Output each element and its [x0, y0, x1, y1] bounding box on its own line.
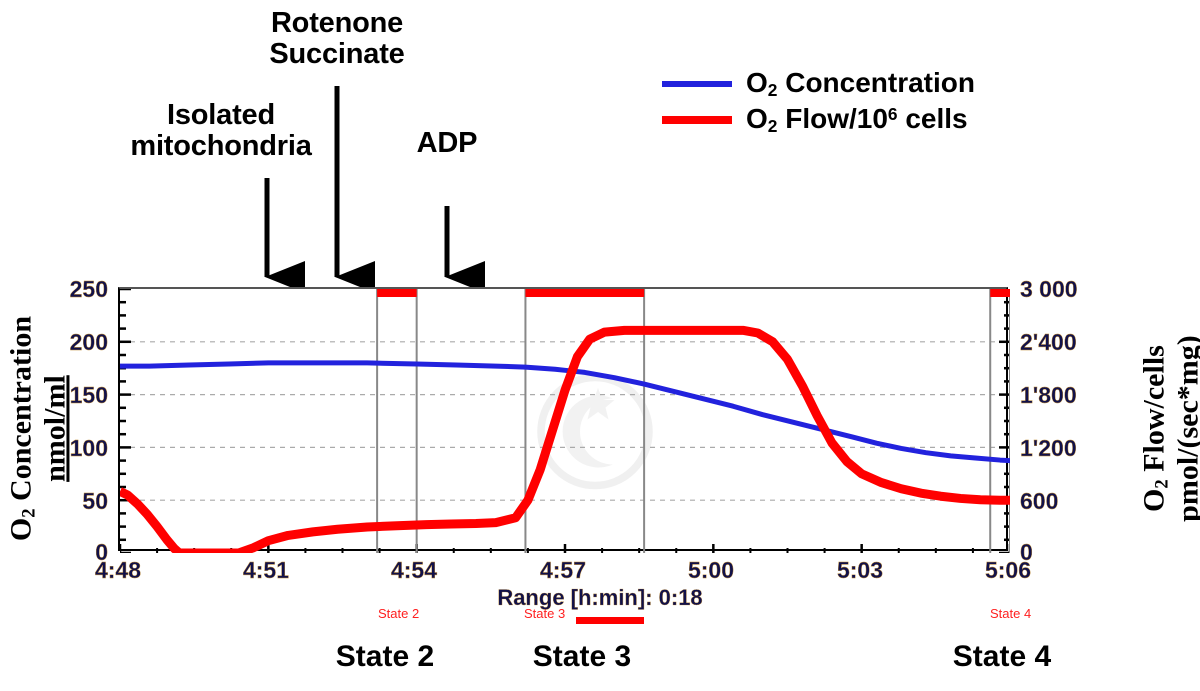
legend-label-o2-flow: O2 Flow/106 cells	[746, 102, 968, 136]
ytick-right-3000: 3 000	[1020, 276, 1078, 302]
annotation-rotenone-succinate: Rotenone Succinate	[269, 7, 405, 71]
legend: O2 Concentration O2 Flow/106 cells	[662, 66, 975, 138]
ytick-left-0: 0	[95, 539, 108, 565]
y-axis-title-right: O2 Flow/cells pmol/(sec*mg)	[1137, 335, 1200, 522]
xtick-4-54: 4:54	[390, 557, 438, 583]
mini-state-label-4: State 4	[990, 606, 1032, 621]
ytick-right-0: 0	[1020, 539, 1033, 565]
legend-item-o2-flow: O2 Flow/106 cells	[662, 102, 975, 138]
ytick-right-2400: 2'400	[1020, 329, 1077, 355]
state-label-4: State 4	[952, 640, 1052, 673]
annotation-adp: ADP	[416, 127, 478, 159]
plot-svg	[120, 289, 1010, 553]
xtick-5-06: 5:06	[984, 557, 1032, 583]
mini-state-label-3: State 3	[524, 606, 566, 621]
ytick-left-100: 100	[69, 435, 108, 461]
annotation-isolated-mitochondria: Isolated mitochondria	[130, 99, 312, 163]
state-region-marker	[377, 289, 417, 297]
legend-label-o2-concentration: O2 Concentration	[746, 66, 975, 100]
legend-item-o2-concentration: O2 Concentration	[662, 66, 975, 102]
plot-area	[118, 287, 1010, 553]
state-label-3: State 3	[532, 640, 632, 673]
ytick-right-600: 600	[1020, 488, 1059, 514]
x-axis-range-label: Range [h:min]: 0:18	[497, 585, 703, 610]
ytick-right-1800: 1'800	[1020, 382, 1077, 408]
ytick-left-150: 150	[69, 382, 108, 408]
ytick-left-50: 50	[82, 488, 108, 514]
state-label-2: State 2	[335, 640, 435, 673]
mini-state-label-2: State 2	[378, 606, 420, 621]
mini-state-bar-3	[576, 617, 644, 624]
state-region-marker	[525, 289, 645, 297]
xtick-4-51: 4:51	[242, 557, 290, 583]
state-region-marker	[990, 289, 1010, 297]
xtick-5-03: 5:03	[836, 557, 884, 583]
legend-swatch-blue	[662, 81, 732, 87]
series-line	[120, 325, 1010, 553]
xtick-5-00: 5:00	[687, 557, 735, 583]
ytick-left-200: 200	[69, 329, 108, 355]
ytick-left-250: 250	[69, 276, 108, 302]
legend-swatch-red	[662, 116, 732, 124]
series-line	[120, 360, 1010, 464]
xtick-4-48: 4:48	[94, 557, 142, 583]
y-axis-title-left: O2 Concentration nmol/ml	[4, 315, 72, 542]
ytick-right-1200: 1'200	[1020, 435, 1077, 461]
xtick-4-57: 4:57	[539, 557, 587, 583]
